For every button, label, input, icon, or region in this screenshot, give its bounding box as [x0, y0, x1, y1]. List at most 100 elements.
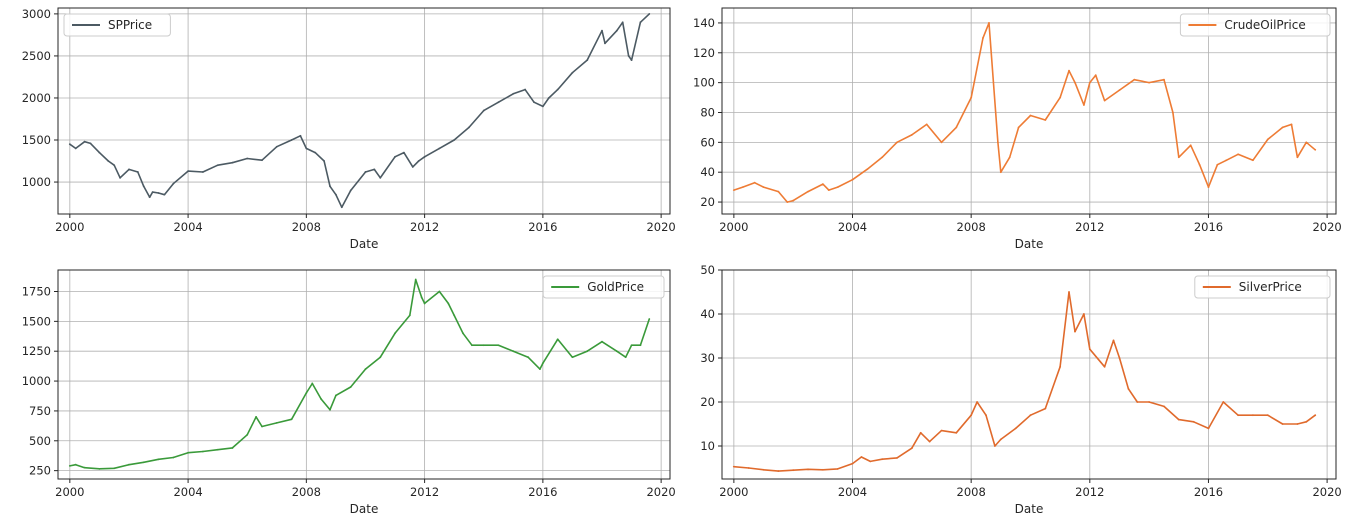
data-point [836, 467, 839, 470]
x-tick-label: 2012 [410, 220, 439, 234]
y-tick-label: 40 [700, 165, 715, 179]
data-point [1237, 414, 1240, 417]
data-point [624, 356, 627, 359]
data-point [320, 398, 323, 400]
data-point [1088, 81, 1091, 84]
data-point [851, 462, 854, 465]
data-point [379, 356, 382, 359]
data-point [639, 21, 642, 24]
plot-frame [721, 269, 1337, 480]
data-point [910, 133, 913, 136]
data-point [468, 126, 470, 129]
data-point [163, 193, 166, 196]
data-point [329, 185, 331, 188]
data-point [648, 318, 651, 320]
y-tick-label: 500 [29, 434, 51, 448]
data-point [1252, 159, 1254, 162]
plot-area [722, 8, 1336, 214]
data-point [1266, 138, 1269, 141]
data-point [539, 368, 541, 371]
data-point [896, 456, 898, 459]
x-tick-label: 2012 [1075, 485, 1104, 499]
data-point [970, 414, 973, 417]
x-tick-label: 2008 [957, 220, 986, 234]
data-point [447, 302, 450, 305]
data-point [1059, 365, 1062, 368]
data-point [261, 159, 263, 162]
data-point [231, 447, 234, 449]
y-tick-label: 1000 [22, 175, 51, 189]
data-point [836, 186, 839, 189]
data-point [417, 160, 420, 162]
data-point [747, 467, 750, 469]
data-point [113, 164, 116, 167]
data-point [821, 468, 824, 471]
y-tick-label: 140 [693, 16, 715, 30]
data-point [753, 181, 756, 184]
x-tick-label: 2016 [1194, 220, 1223, 234]
data-point [732, 465, 735, 468]
legend: SilverPrice [1194, 275, 1331, 299]
data-point [172, 456, 175, 459]
data-point [1207, 427, 1210, 430]
data-point [246, 433, 249, 436]
data-point [420, 296, 423, 299]
data-point [1281, 423, 1284, 425]
data-point [1314, 414, 1317, 417]
data-point [142, 461, 145, 464]
data-point [453, 314, 456, 317]
plot-frame [57, 269, 671, 480]
data-point [512, 92, 515, 95]
x-tick-label: 2016 [528, 485, 557, 499]
data-point [1148, 81, 1151, 84]
x-tick-label: 2016 [1194, 485, 1223, 499]
data-point [541, 105, 544, 108]
data-point [1103, 365, 1106, 368]
chart-panel-4: 2000 2004 2008 2012 2016 2020 10 20 30 40 50 Date Si… [700, 263, 1341, 516]
data-point [349, 386, 352, 388]
data-point [1082, 313, 1085, 315]
legend: CrudeOilPrice [1179, 13, 1331, 37]
data-point [881, 156, 884, 159]
data-point [955, 126, 958, 129]
data-point [1177, 418, 1180, 421]
data-point [305, 392, 308, 394]
data-point [792, 199, 795, 202]
data-point [621, 21, 624, 24]
data-point [615, 350, 618, 353]
y-tick-label: 20 [700, 395, 715, 409]
data-point [275, 145, 278, 148]
data-point [601, 29, 603, 32]
data-point [98, 467, 101, 470]
y-tick-label: 120 [693, 46, 715, 60]
x-tick-label: 2008 [292, 485, 321, 499]
data-point [373, 168, 376, 171]
data-point [741, 186, 744, 189]
data-point [1163, 78, 1165, 81]
data-point [615, 29, 618, 32]
data-point [482, 344, 485, 347]
data-point [512, 350, 515, 353]
data-point [1059, 96, 1062, 99]
data-point [1163, 405, 1165, 408]
data-point [1198, 163, 1201, 166]
data-point [314, 151, 317, 154]
x-tick-label: 2004 [838, 220, 867, 234]
data-point [1314, 148, 1317, 151]
data-point [128, 168, 130, 171]
data-point [1088, 348, 1091, 351]
data-point [1082, 104, 1085, 106]
legend: GoldPrice [542, 275, 665, 299]
x-tick-label: 2000 [55, 485, 84, 499]
data-point [1118, 357, 1121, 359]
x-tick-label: 2004 [838, 485, 867, 499]
x-tick-label: 2000 [719, 220, 748, 234]
data-point [1216, 163, 1219, 166]
data-point [639, 344, 642, 347]
y-tick-label: 20 [700, 195, 715, 209]
y-tick-label: 2500 [22, 49, 51, 63]
data-point [821, 183, 824, 186]
data-point [423, 155, 426, 158]
y-tick-label: 3000 [22, 7, 51, 21]
